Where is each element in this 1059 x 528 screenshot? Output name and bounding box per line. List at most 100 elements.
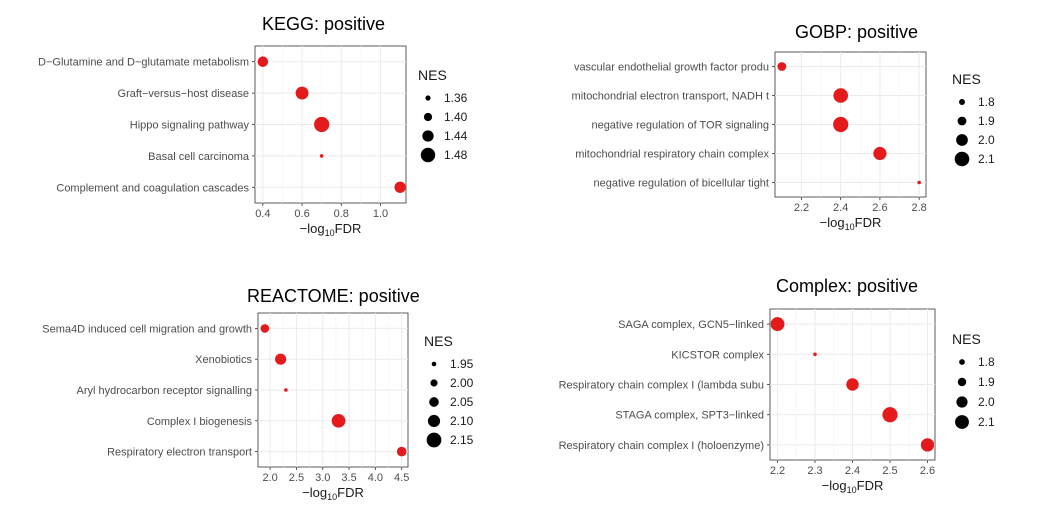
legend-label: 2.10 (450, 414, 474, 428)
legend-label: 1.9 (978, 114, 995, 128)
legend-key (426, 432, 442, 448)
data-point (314, 116, 330, 133)
x-tick-label: 2.2 (770, 465, 785, 477)
y-tick-label: mitochondrial respiratory chain complex (575, 149, 769, 161)
data-point (833, 116, 849, 133)
x-tick-label: 4.5 (394, 472, 409, 484)
data-point (833, 88, 849, 103)
legend-key (956, 396, 968, 408)
legend-label: 1.44 (444, 129, 468, 143)
x-tick-label: 2.5 (289, 472, 304, 484)
data-point (331, 413, 346, 428)
x-tick-label: 3.5 (341, 472, 356, 484)
y-tick-label: Sema4D induced cell migration and growth (42, 323, 252, 335)
legend-label: 2.1 (978, 415, 995, 429)
legend-key (957, 116, 967, 126)
legend-key (423, 112, 433, 122)
chart-svg-reactome: Sema4D induced cell migration and growth… (42, 312, 474, 502)
y-tick-label: D−Glutamine and D−glutamate metabolism (38, 57, 249, 69)
y-tick-label: Complement and coagulation cascades (56, 182, 249, 194)
legend-label: 1.8 (978, 355, 995, 369)
data-point (394, 181, 406, 193)
legend-key (955, 415, 969, 429)
x-tick-label: 0.4 (255, 208, 270, 220)
chart-panel-kegg: KEGG: positive D−Glutamine and D−glutama… (0, 0, 520, 250)
data-point (873, 146, 887, 161)
legend-key (425, 95, 431, 101)
chart-title: Complex: positive (776, 276, 919, 296)
data-point (260, 324, 270, 333)
legend-key (420, 147, 436, 163)
legend-label: 2.05 (450, 395, 474, 409)
legend-label: 1.36 (444, 91, 468, 105)
data-point (770, 317, 785, 332)
legend-key (422, 130, 434, 142)
x-tick-label: 2.6 (920, 465, 935, 477)
y-tick-label: mitochondrial electron transport, NADH t (572, 91, 769, 103)
data-point (777, 62, 787, 71)
y-tick-label: Aryl hydrocarbon receptor signalling (77, 385, 252, 397)
legend-label: 2.0 (978, 133, 995, 147)
legend-label: 1.48 (444, 148, 468, 162)
legend-title: NES (952, 331, 981, 347)
data-point (813, 352, 817, 357)
x-axis-label: −log10FDR (820, 215, 882, 232)
y-tick-label: Respiratory chain complex I (lambda subu (559, 380, 764, 392)
x-tick-label: 0.6 (294, 208, 309, 220)
legend-title: NES (952, 71, 981, 87)
x-tick-label: 3.0 (315, 472, 330, 484)
x-tick-label: 2.3 (807, 465, 822, 477)
legend-key (957, 377, 967, 387)
legend-label: 2.00 (450, 376, 474, 390)
y-tick-label: Respiratory electron transport (107, 447, 252, 459)
chart-title: GOBP: positive (795, 22, 919, 42)
y-tick-label: Graft−versus−host disease (118, 88, 249, 100)
data-point (284, 388, 288, 392)
data-point (257, 56, 269, 67)
chart-panel-complex: Complex: positive SAGA complex, GCN5−lin… (520, 260, 1059, 528)
chart-svg-complex: SAGA complex, GCN5−linked KICSTOR complex… (559, 308, 995, 495)
x-tick-label: 0.8 (334, 208, 349, 220)
x-tick-label: 2.6 (872, 202, 887, 214)
legend-key (956, 134, 968, 146)
legend-key (431, 361, 437, 367)
data-point (846, 378, 859, 391)
y-tick-label: KICSTOR complex (671, 349, 764, 361)
legend-key (959, 359, 965, 365)
x-tick-label: 2.4 (845, 465, 860, 477)
y-tick-label: Hippo signaling pathway (130, 120, 250, 132)
chart-title: KEGG: positive (262, 14, 386, 34)
data-point (882, 407, 898, 423)
legend-key (427, 414, 441, 428)
x-tick-label: 1.0 (373, 208, 388, 220)
y-tick-label: negative regulation of bicellular tight (593, 178, 769, 190)
legend-label: 1.8 (978, 95, 995, 109)
legend-label: 1.40 (444, 110, 468, 124)
legend-label: 2.15 (450, 433, 474, 447)
data-point (917, 180, 921, 185)
data-point (396, 446, 407, 457)
legend-key (959, 99, 965, 105)
y-tick-label: Respiratory chain complex I (holoenzyme) (559, 440, 764, 452)
y-tick-label: Xenobiotics (195, 354, 252, 366)
chart-svg-kegg: D−Glutamine and D−glutamate metabolism Gr… (38, 45, 468, 238)
y-tick-label: Complex I biogenesis (147, 416, 253, 428)
legend-title: NES (424, 333, 453, 349)
x-tick-label: 2.0 (262, 472, 277, 484)
x-tick-label: 2.2 (794, 202, 809, 214)
legend-label: 1.95 (450, 357, 474, 371)
legend-title: NES (418, 67, 447, 83)
chart-title: REACTOME: positive (247, 286, 420, 306)
x-tick-label: 2.8 (911, 202, 926, 214)
legend-key (430, 379, 438, 387)
chart-panel-gobp: GOBP: positive vascular endothelial grow… (520, 0, 1059, 250)
data-point (275, 353, 287, 365)
y-tick-label: Basal cell carcinoma (148, 151, 250, 163)
x-tick-label: 2.5 (882, 465, 897, 477)
x-axis-label: −log10FDR (300, 221, 362, 238)
legend-label: 1.9 (978, 375, 995, 389)
chart-panel-reactome: REACTOME: positive Sema4D induced cell m… (0, 260, 520, 528)
data-point (319, 154, 324, 158)
y-tick-label: vascular endothelial growth factor produ (574, 62, 769, 74)
x-axis-label: −log10FDR (302, 485, 364, 502)
